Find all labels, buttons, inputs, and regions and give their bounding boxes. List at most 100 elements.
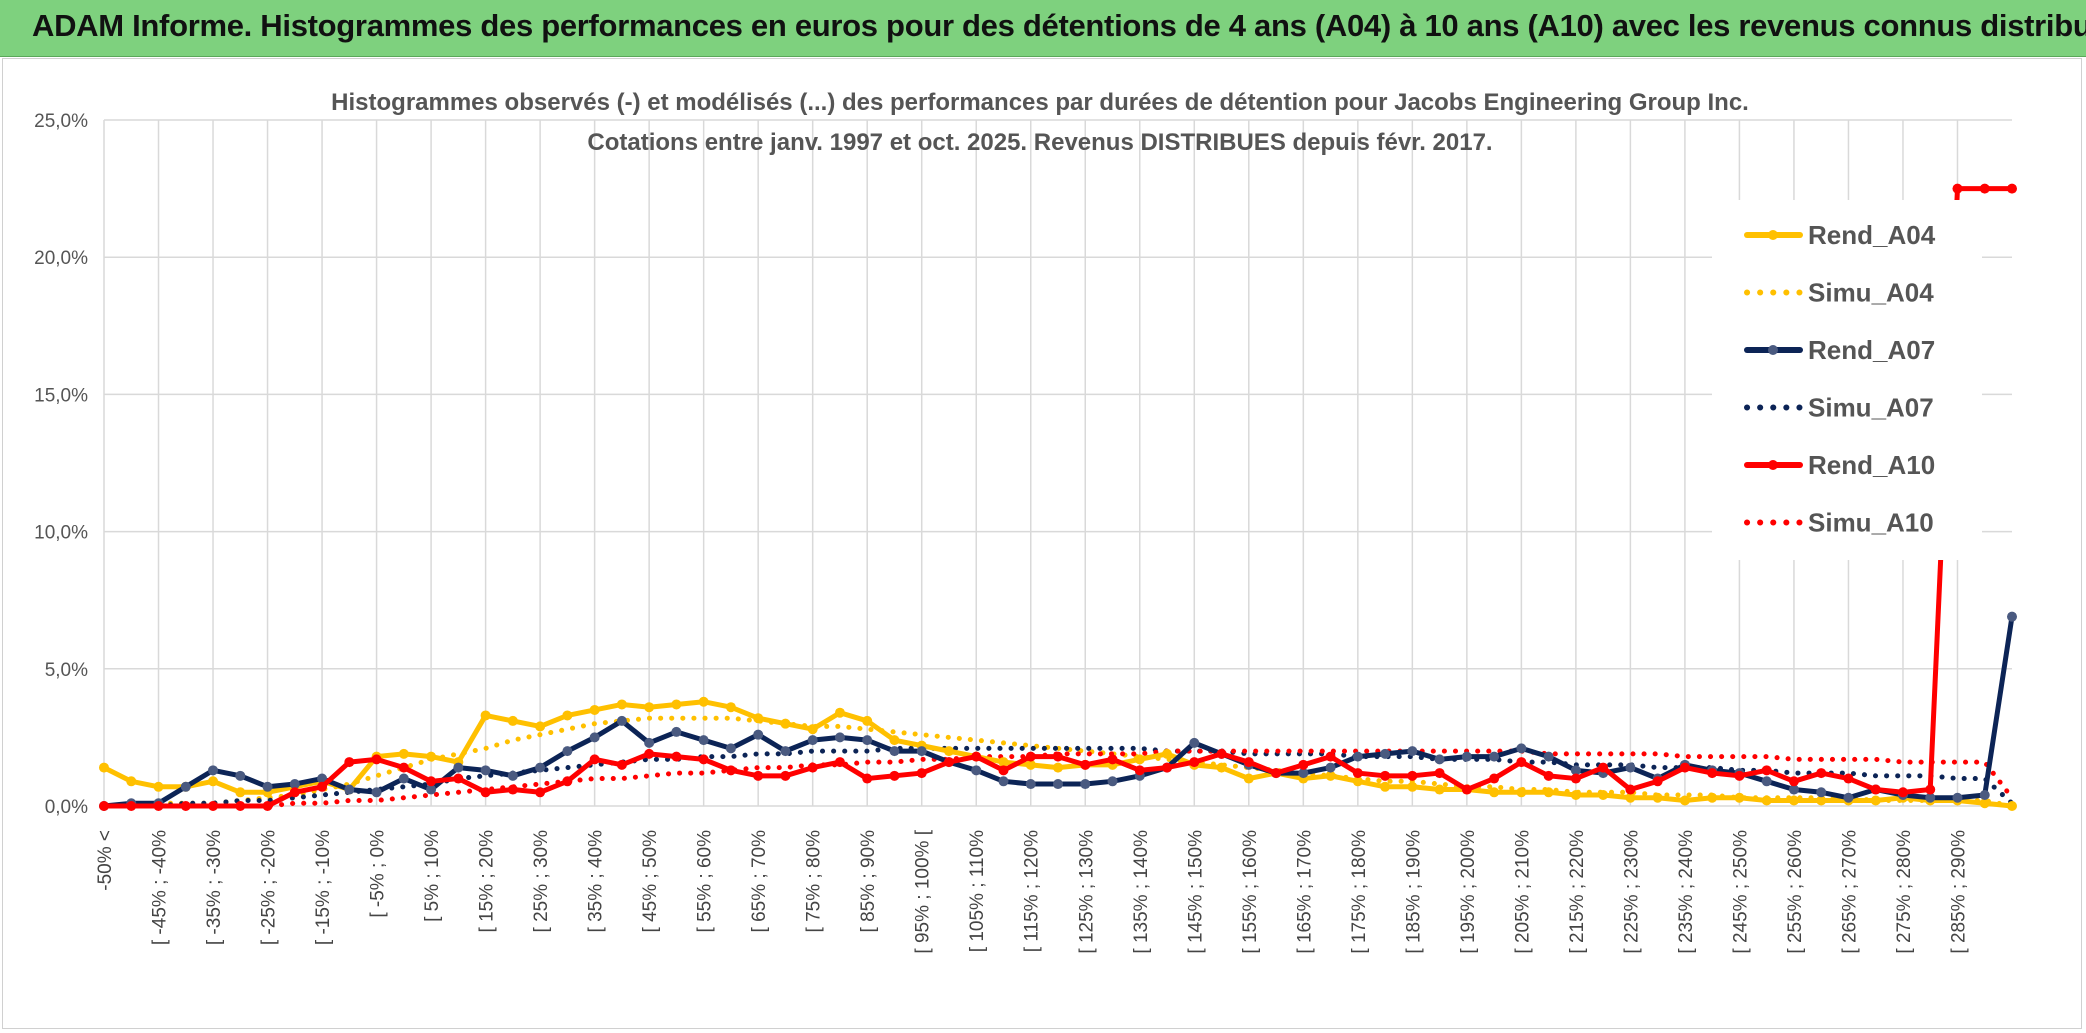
legend-label-simu_a10: Simu_A10 [1808, 508, 1934, 538]
x-axis: -50% < [ -45% ; -40% [ -35% ; -30% [ -25% ;… [95, 829, 1969, 953]
x-tick-label: [ 285% ; 290% [1948, 830, 1969, 954]
data-point-rend_a10 [507, 784, 518, 795]
y-tick-label: 20,0% [34, 248, 88, 269]
y-tick-label: 10,0% [34, 523, 88, 544]
data-point-rend_a10 [1925, 784, 1936, 795]
data-point-rend_a10 [1134, 765, 1145, 776]
data-point-rend_a07 [1461, 751, 1472, 762]
data-point-rend_a04 [1707, 792, 1718, 803]
x-tick-label: [ 265% ; 270% [1839, 830, 1860, 954]
x-tick-label: [ 275% ; 280% [1894, 830, 1915, 954]
data-point-rend_a04 [1516, 787, 1527, 798]
data-point-rend_a07 [644, 737, 655, 748]
data-point-rend_a04 [398, 748, 409, 759]
x-tick-label: [ -5% ; 0% [368, 830, 389, 918]
x-tick-label: [ 125% ; 130% [1076, 830, 1097, 954]
data-point-rend_a07 [1816, 787, 1827, 798]
data-point-rend_a10 [971, 751, 982, 762]
legend: Rend_A04 Simu_A04 Rend_A07 Simu_A07 Rend_A10… [1712, 200, 1982, 560]
data-point-rend_a07 [1516, 743, 1527, 754]
data-point-rend_a04 [480, 710, 491, 721]
data-point-rend_a10 [1407, 770, 1418, 781]
x-tick-label: [ 65% ; 70% [749, 830, 770, 933]
data-point-rend_a04 [235, 787, 246, 798]
data-point-rend_a10 [1080, 759, 1091, 770]
x-tick-label: [ 5% ; 10% [422, 830, 443, 922]
data-point-rend_a07 [562, 746, 573, 757]
x-tick-label: [ -15% ; -10% [313, 830, 334, 945]
header-banner: ADAM Informe. Histogrammes des performan… [0, 0, 2086, 57]
data-point-rend_a10 [126, 801, 137, 811]
data-point-rend_a04 [99, 762, 109, 773]
data-point-rend_a10 [862, 773, 873, 784]
data-point-rend_a07 [889, 746, 900, 757]
data-point-rend_a10 [1053, 751, 1063, 762]
data-point-rend_a04 [1352, 776, 1363, 787]
data-point-rend_a10 [916, 768, 927, 779]
data-point-rend_a04 [208, 776, 219, 787]
data-point-rend_a10 [1952, 183, 1963, 194]
x-tick-label: [ 225% ; 230% [1621, 830, 1642, 954]
data-point-rend_a04 [589, 704, 600, 715]
data-point-rend_a10 [289, 787, 300, 798]
data-point-rend_a10 [671, 751, 682, 762]
x-tick-label: [ 15% ; 20% [477, 830, 498, 933]
series-line-simu_a07 [101, 745, 2015, 809]
data-point-rend_a10 [616, 759, 627, 770]
data-point-rend_a10 [1434, 768, 1445, 779]
data-point-rend_a07 [1570, 765, 1581, 776]
legend-marker-rend_a10 [1768, 460, 1778, 470]
data-point-rend_a10 [1107, 754, 1118, 765]
data-point-rend_a07 [1489, 751, 1500, 762]
data-point-rend_a07 [725, 743, 736, 754]
data-point-rend_a07 [1952, 792, 1963, 803]
data-point-rend_a07 [1107, 776, 1118, 787]
data-point-rend_a10 [1516, 757, 1527, 768]
data-point-rend_a10 [998, 765, 1009, 776]
data-point-rend_a04 [780, 718, 791, 729]
x-tick-label: [ -35% ; -30% [204, 830, 225, 945]
data-point-rend_a04 [1053, 762, 1063, 773]
data-point-rend_a10 [453, 773, 464, 784]
x-tick-label: [ 75% ; 80% [804, 830, 825, 933]
data-point-rend_a07 [426, 784, 437, 795]
legend-label-rend_a10: Rend_A10 [1808, 450, 1935, 480]
data-point-rend_a10 [262, 801, 273, 811]
data-point-rend_a04 [562, 710, 573, 721]
data-point-rend_a10 [644, 748, 655, 759]
data-point-rend_a10 [807, 762, 818, 773]
data-point-rend_a10 [344, 757, 355, 768]
data-point-rend_a07 [1625, 762, 1636, 773]
x-tick-label: [ -25% ; -20% [259, 830, 280, 945]
data-point-rend_a04 [1216, 762, 1227, 773]
data-point-rend_a10 [1570, 773, 1581, 784]
data-point-rend_a07 [971, 765, 982, 776]
data-point-rend_a04 [1625, 792, 1636, 803]
chart-frame [2, 58, 2082, 1029]
data-point-rend_a04 [1788, 795, 1799, 806]
x-tick-label: [ 25% ; 30% [531, 830, 552, 933]
x-tick-label: [ 175% ; 180% [1349, 830, 1370, 954]
data-point-rend_a07 [480, 765, 491, 776]
data-point-rend_a07 [862, 735, 873, 746]
legend-label-simu_a04: Simu_A04 [1808, 278, 1934, 308]
data-point-rend_a10 [1298, 759, 1309, 770]
x-tick-label: [ 85% ; 90% [858, 830, 879, 933]
data-point-rend_a07 [1380, 748, 1391, 759]
data-point-rend_a07 [371, 787, 382, 798]
data-point-rend_a07 [2007, 611, 2017, 622]
data-point-rend_a10 [1189, 757, 1200, 768]
data-point-rend_a10 [535, 787, 546, 798]
x-tick-label: [ 145% ; 150% [1185, 830, 1206, 954]
data-point-rend_a07 [753, 729, 764, 740]
data-point-rend_a04 [889, 735, 900, 746]
data-point-rend_a04 [1570, 790, 1581, 801]
data-point-rend_a04 [1543, 787, 1554, 798]
data-point-rend_a04 [126, 776, 137, 787]
data-point-rend_a07 [998, 776, 1009, 787]
data-point-rend_a07 [1025, 779, 1036, 790]
data-point-rend_a10 [1816, 768, 1827, 779]
data-point-rend_a04 [1734, 792, 1745, 803]
data-point-rend_a07 [698, 735, 709, 746]
